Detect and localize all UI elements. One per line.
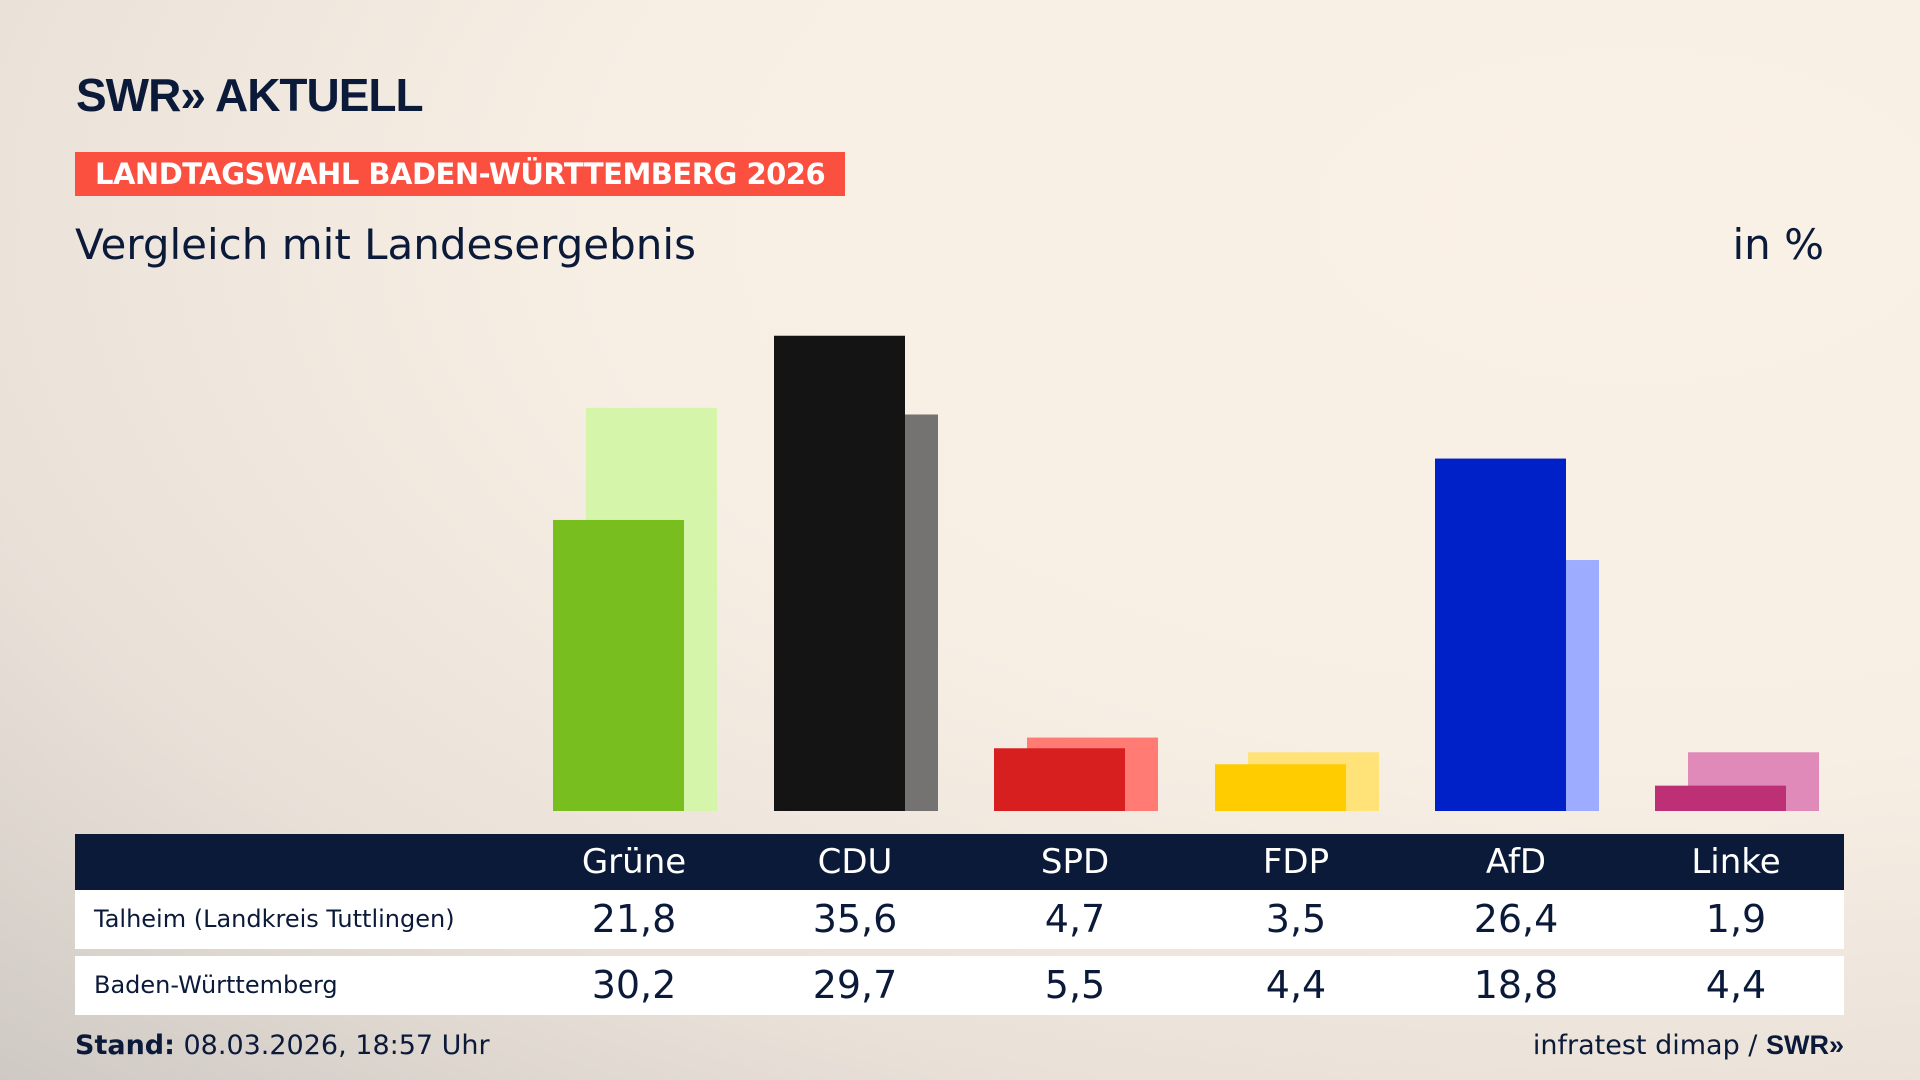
stand-label: Stand: [75,1030,175,1061]
column-header: Linke [1691,842,1781,882]
column-header: AfD [1485,842,1547,882]
local-bar-grüne [553,519,684,811]
value-cell: 26,4 [1473,897,1559,941]
value-cell: 3,5 [1265,897,1327,941]
value-cell: 4,4 [1705,963,1767,1007]
value-cell: 4,4 [1265,963,1327,1007]
value-cell: 5,5 [1044,963,1106,1007]
swr-aktuell-logo: SWR» AKTUELL [76,69,424,121]
row-label: Baden-Württemberg [94,971,338,999]
source-text: infratest dimap / [1532,1030,1766,1061]
value-cell: 4,7 [1044,897,1106,941]
value-cell: 29,7 [812,963,898,1007]
election-banner: LANDTAGSWAHL BADEN-WÜRTTEMBERG 2026 [75,152,846,196]
value-cell: 21,8 [591,897,677,941]
value-cell: 18,8 [1473,963,1559,1007]
value-cell: 30,2 [591,963,677,1007]
local-bar-spd [994,748,1125,811]
table-row: Talheim (Landkreis Tuttlingen) 21,8 35,6 4… [75,890,1844,949]
value-cell: 35,6 [812,897,898,941]
local-bar-afd [1435,458,1566,811]
stand-value: 08.03.2026, 18:57 Uhr [174,1030,490,1061]
local-bar-cdu [774,335,905,811]
page-subtitle: Vergleich mit Landesergebnis [75,220,696,269]
row-label: Talheim (Landkreis Tuttlingen) [94,905,455,933]
results-table: Grüne CDU SPD FDP AfD Linke Talheim (Landkrei… [75,834,1844,1015]
unit-label: in % [1732,220,1824,269]
column-header: FDP [1262,842,1330,882]
column-header: Grüne [581,842,687,882]
table-row: Baden-Württemberg 30,2 29,7 5,5 4,4 18,8 4,4 [75,956,1844,1015]
source: infratest dimap / SWR» [1533,1030,1844,1061]
local-bar-fdp [1215,764,1346,811]
column-header: SPD [1040,842,1110,882]
bar-chart [553,335,1819,811]
value-cell: 1,9 [1705,897,1767,941]
local-bar-linke [1655,785,1786,811]
table-header: Grüne CDU SPD FDP AfD Linke [75,834,1844,890]
swr-logo: SWR» [1765,1030,1844,1060]
column-header: CDU [817,842,893,882]
timestamp: Stand: 08.03.2026, 18:57 Uhr [75,1030,490,1061]
